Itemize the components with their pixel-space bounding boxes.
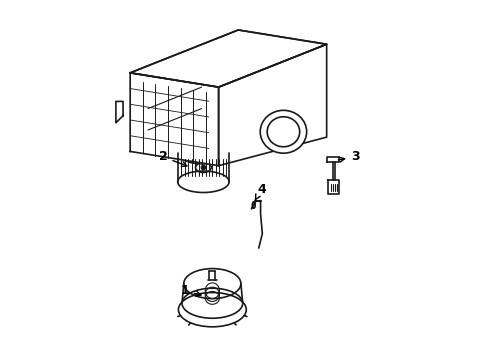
Circle shape <box>201 165 205 170</box>
Ellipse shape <box>260 111 306 153</box>
Text: 4: 4 <box>254 183 265 201</box>
Polygon shape <box>130 30 326 87</box>
Text: 2: 2 <box>159 150 186 166</box>
Polygon shape <box>130 73 218 166</box>
Text: 1: 1 <box>180 284 201 297</box>
Text: 3: 3 <box>338 150 360 163</box>
Polygon shape <box>218 44 326 166</box>
